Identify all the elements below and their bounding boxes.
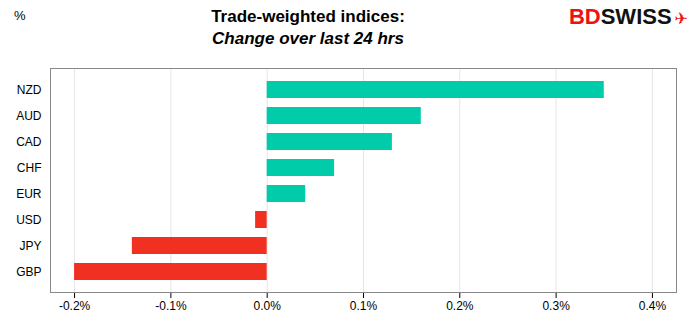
svg-text:0.2%: 0.2%: [446, 299, 474, 313]
svg-text:AUD: AUD: [16, 109, 42, 123]
svg-text:GBP: GBP: [16, 265, 41, 279]
svg-text:EUR: EUR: [16, 187, 42, 201]
svg-text:0.3%: 0.3%: [542, 299, 570, 313]
svg-text:0.1%: 0.1%: [350, 299, 378, 313]
svg-text:USD: USD: [16, 213, 42, 227]
svg-text:NZD: NZD: [17, 83, 42, 97]
html-text:Trade-weighted indices:: Trade-weighted indices:: [211, 7, 405, 26]
svg-text:0.4%: 0.4%: [639, 299, 667, 313]
svg-text:JPY: JPY: [19, 239, 41, 253]
svg-text:-0.1%: -0.1%: [155, 299, 187, 313]
svg-text:CAD: CAD: [16, 135, 42, 149]
svg-text:-0.2%: -0.2%: [59, 299, 91, 313]
svg-text:0.0%: 0.0%: [254, 299, 282, 313]
html-text:BD SWISS✈: BD SWISS✈: [568, 4, 688, 29]
html-text:Change over last 24 hrs: Change over last 24 hrs: [212, 29, 404, 48]
svg-text:CHF: CHF: [17, 161, 42, 175]
